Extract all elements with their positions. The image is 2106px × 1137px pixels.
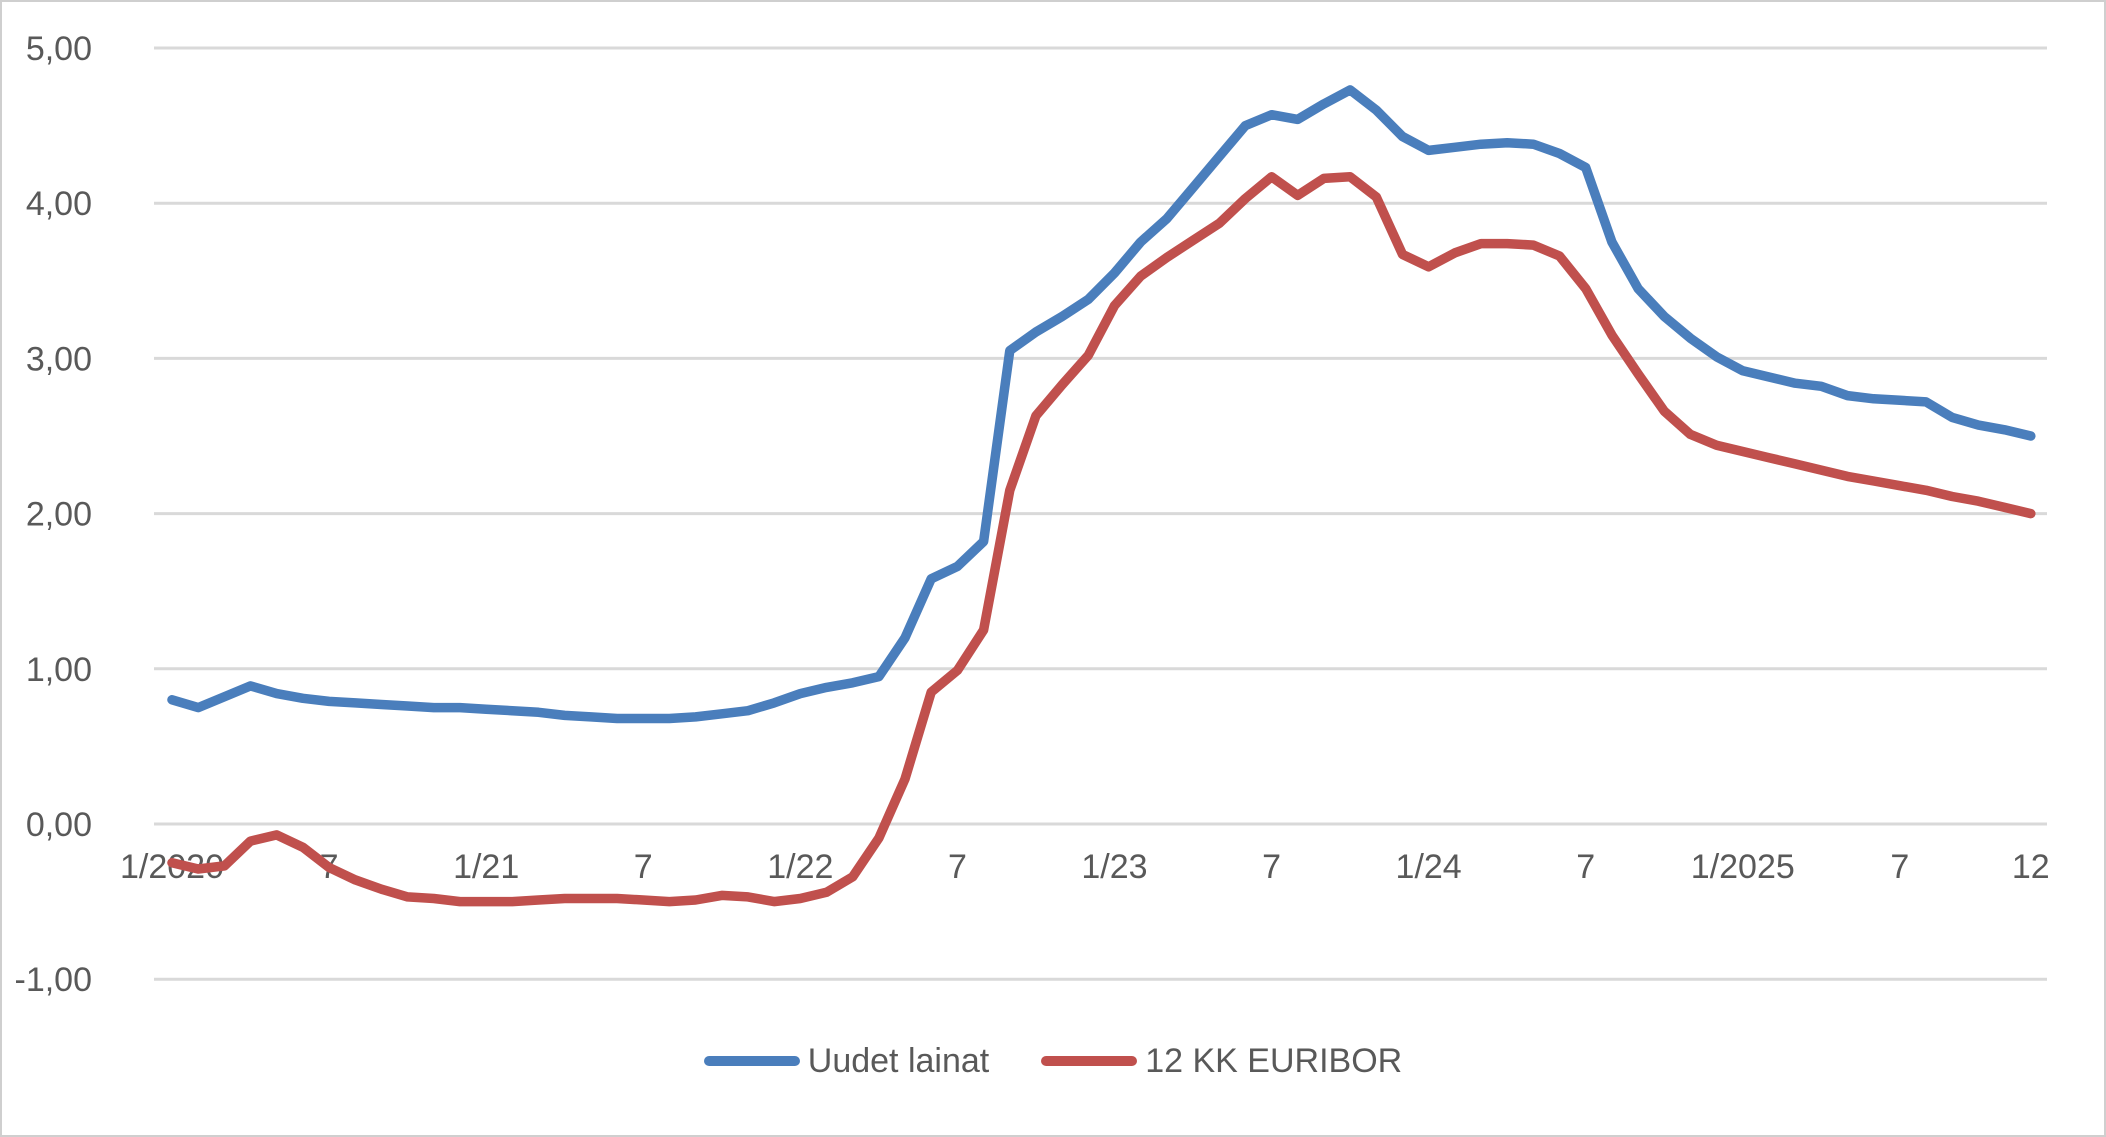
series-lines	[167, 85, 2036, 907]
x-tick-label: 7	[1890, 848, 1909, 886]
legend-line-swatch-red	[1041, 1056, 1138, 1066]
x-tick-label: 7	[1576, 848, 1595, 886]
legend-label: Uudet lainat	[807, 1042, 990, 1080]
x-tick-label: 7	[634, 848, 653, 886]
y-tick-label: 3,00	[26, 340, 92, 378]
x-tick-label: 7	[948, 848, 967, 886]
legend-label: 12 KK EURIBOR	[1145, 1042, 1403, 1080]
y-axis-tick-labels: 5,00 4,00 3,00 2,00 1,00 0,00 -1,00	[15, 30, 93, 999]
x-tick-label: 1/22	[767, 848, 833, 886]
legend-item-12kk-euribor: 12 KK EURIBOR	[1041, 1044, 1402, 1078]
series-line-12-kk-euribor	[167, 172, 2036, 907]
y-tick-label: 0,00	[26, 806, 92, 844]
x-tick-label: 1/2025	[1691, 848, 1795, 886]
legend: Uudet lainat 12 KK EURIBOR	[2, 1044, 2104, 1078]
x-tick-label: 1/21	[453, 848, 519, 886]
x-tick-label: 7	[1262, 848, 1281, 886]
y-tick-label: -1,00	[15, 961, 93, 999]
y-tick-label: 1,00	[26, 651, 92, 689]
gridlines	[154, 46, 2047, 981]
y-tick-label: 2,00	[26, 496, 92, 534]
y-tick-label: 5,00	[26, 30, 92, 68]
legend-line-swatch-blue	[703, 1056, 800, 1066]
x-tick-label: 1/23	[1081, 848, 1147, 886]
x-tick-label: 12	[2012, 848, 2050, 886]
x-axis-tick-labels: 1/2020 7 1/21 7 1/22 7 1/23 7 1/24 7 1/2025 7 12	[120, 848, 2050, 886]
legend-item-uudet-lainat: Uudet lainat	[703, 1042, 990, 1080]
y-tick-label: 4,00	[26, 185, 92, 223]
series-line-uudet-lainat	[167, 85, 2036, 724]
x-tick-label: 1/24	[1396, 848, 1462, 886]
